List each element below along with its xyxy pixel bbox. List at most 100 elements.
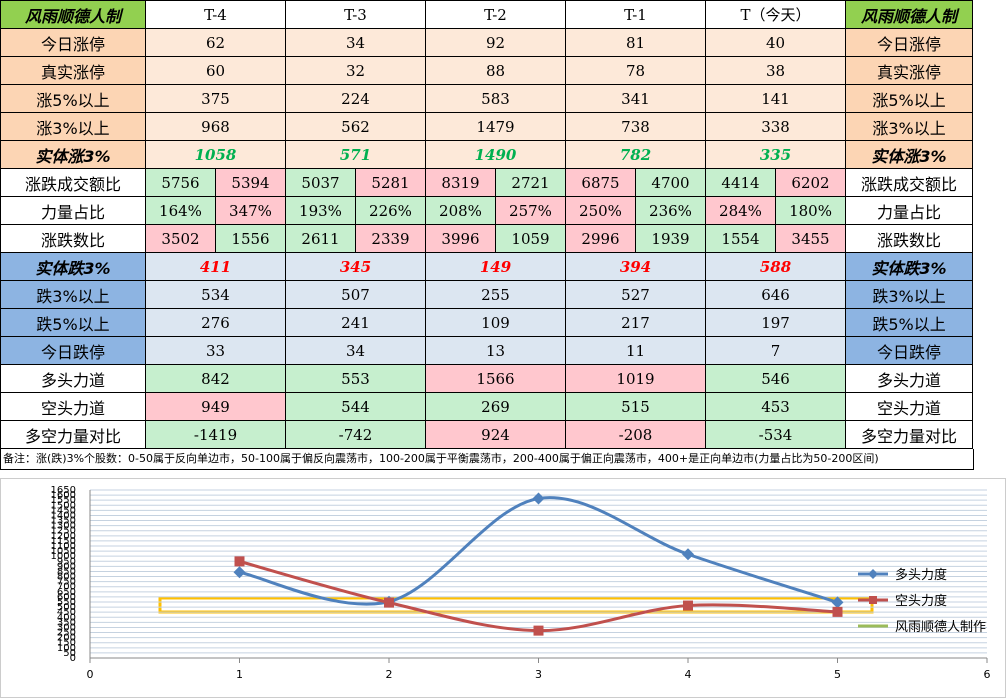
y-tick-label: 550 (57, 597, 76, 608)
y-tick-label: 250 (57, 628, 76, 639)
header-cell: T-3 (285, 0, 426, 29)
row-label: 实体跌3% (0, 252, 146, 281)
cell: 338 (704, 112, 847, 141)
cell: 2339 (355, 224, 426, 253)
cell: 375 (145, 84, 286, 113)
table-row: 空头力道 949 544 269 515 453 空头力道 (0, 392, 974, 421)
note: 备注：涨(跌)3%个股数：0-50属于反向单边市，50-100属于偏反向震荡市，… (0, 449, 974, 470)
cell: 345 (285, 252, 426, 281)
y-tick-label: 1200 (51, 531, 76, 542)
cell: 269 (425, 392, 566, 421)
table-row: 真实涨停 60 32 88 78 38 真实涨停 (0, 56, 974, 85)
legend-label: 多头力度 (895, 567, 947, 583)
y-tick-label: 100 (57, 643, 76, 654)
cell: 335 (704, 140, 847, 169)
cell: 38 (704, 56, 847, 85)
cell: 34 (285, 336, 426, 365)
cell: 738 (565, 112, 706, 141)
table-row: 今日跌停 33 34 13 11 7 今日跌停 (0, 336, 974, 365)
table-row: 实体涨3% 1058 571 1490 782 335 实体涨3% (0, 140, 974, 169)
cell: 1058 (145, 140, 286, 169)
cell: 507 (285, 280, 426, 309)
cell: 453 (704, 392, 847, 421)
cell: 1939 (635, 224, 706, 253)
row-label: 跌3%以上 (0, 280, 146, 309)
cell: -534 (704, 420, 847, 449)
cell: 8319 (425, 168, 496, 197)
legend-label: 空头力度 (895, 593, 947, 609)
cell: 5281 (355, 168, 426, 197)
row-label: 实体涨3% (0, 140, 146, 169)
y-tick-label: 400 (57, 612, 76, 623)
y-tick-label: 800 (57, 572, 76, 583)
cell: 284% (705, 196, 776, 225)
cell: 4414 (705, 168, 776, 197)
header-cell: 风雨顺德人制 (0, 0, 146, 29)
row-label: 涨跌成交额比 (845, 168, 974, 197)
y-tick-label: 450 (57, 607, 76, 618)
cell: 527 (565, 280, 706, 309)
header-cell: T-1 (565, 0, 706, 29)
cell: 544 (285, 392, 426, 421)
y-tick-label: 850 (57, 566, 76, 577)
cell: 3455 (774, 224, 847, 253)
cell: 217 (565, 308, 706, 337)
table-row: 跌3%以上 534 507 255 527 646 跌3%以上 (0, 280, 974, 309)
cell: 588 (704, 252, 847, 281)
cell: 60 (145, 56, 286, 85)
y-tick-label: 1400 (51, 510, 76, 521)
cell: 1059 (495, 224, 566, 253)
table-row: 涨跌数比 3502 1556 2611 2339 3996 1059 2996 1939 1554… (0, 224, 974, 253)
header-cell: T-2 (425, 0, 566, 29)
point (234, 556, 245, 567)
row-label: 今日涨停 (0, 28, 146, 57)
cell: 88 (425, 56, 566, 85)
cell: 92 (425, 28, 566, 57)
row-label: 实体跌3% (845, 252, 974, 281)
cell: 2996 (565, 224, 636, 253)
header-cell: 风雨顺德人制 (845, 0, 974, 29)
x-tick-label: 5 (834, 668, 841, 681)
row-label: 空头力道 (0, 392, 146, 421)
legend-label: 风雨顺德人制作 (895, 620, 986, 635)
y-tick-label: 1450 (51, 505, 76, 516)
cell: 562 (285, 112, 426, 141)
cell: 341 (565, 84, 706, 113)
data-table: 风雨顺德人制 T-4 T-3 T-2 T-1 T（今天） 风雨顺德人制 今日涨停 62 34 92 8… (0, 0, 974, 449)
table-row: 实体跌3% 411 345 149 394 588 实体跌3% (0, 252, 974, 281)
cell: 1479 (425, 112, 566, 141)
x-tick-label: 2 (386, 668, 393, 681)
header-cell: T-4 (145, 0, 286, 29)
y-tick-label: 1650 (51, 485, 76, 496)
row-label: 涨跌成交额比 (0, 168, 146, 197)
row-label: 空头力道 (845, 392, 974, 421)
y-tick-label: 1000 (51, 551, 76, 562)
cell: 241 (285, 308, 426, 337)
point (683, 600, 693, 611)
y-tick-label: 700 (57, 582, 76, 593)
y-tick-label: 1250 (51, 526, 76, 537)
cell: 534 (145, 280, 286, 309)
cell: 411 (145, 252, 286, 281)
row-label: 多空力量对比 (0, 420, 146, 449)
cell: 3996 (425, 224, 496, 253)
x-tick-label: 4 (685, 668, 692, 681)
header-cell: T（今天） (704, 0, 847, 29)
point (384, 597, 394, 608)
row-label: 涨3%以上 (845, 112, 974, 141)
row-label: 涨3%以上 (0, 112, 146, 141)
table-row: 涨3%以上 968 562 1479 738 338 涨3%以上 (0, 112, 974, 141)
cell: 250% (565, 196, 636, 225)
table-row: 跌5%以上 276 241 109 217 197 跌5%以上 (0, 308, 974, 337)
cell: 553 (285, 364, 426, 393)
y-tick-label: 1100 (51, 541, 76, 552)
cell: 646 (704, 280, 847, 309)
row-label: 跌5%以上 (845, 308, 974, 337)
x-tick-label: 0 (87, 668, 94, 681)
cell: 164% (145, 196, 216, 225)
cell: 394 (565, 252, 706, 281)
cell: 81 (565, 28, 706, 57)
cell: 180% (774, 196, 847, 225)
y-tick-label: 600 (57, 592, 76, 603)
cell: 141 (704, 84, 847, 113)
